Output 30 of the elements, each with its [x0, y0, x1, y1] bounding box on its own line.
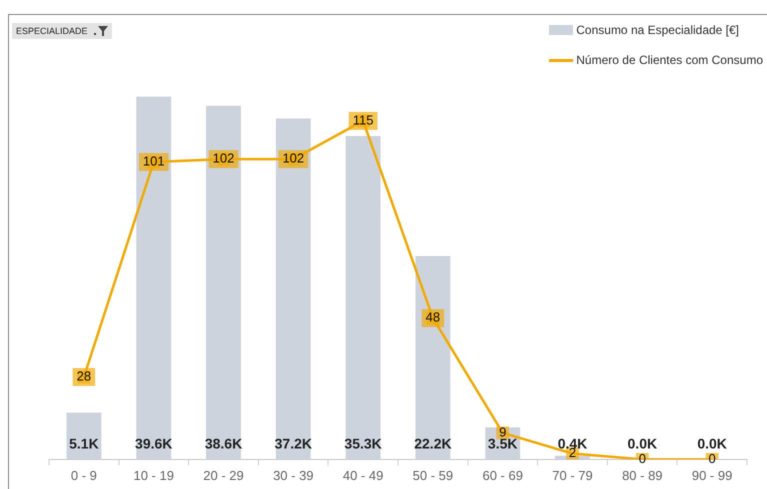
x-tick-label: 40 - 49 [342, 468, 384, 483]
data-label: 9 [499, 424, 506, 440]
bar [346, 136, 381, 460]
x-tick-label: 50 - 59 [412, 468, 454, 483]
data-label: 5.1K [69, 435, 99, 452]
data-label: 35.3K [344, 435, 382, 452]
x-tick-label: 30 - 39 [273, 468, 314, 483]
x-tick-label: 80 - 89 [622, 468, 663, 483]
x-tick-label: 90 - 99 [692, 468, 732, 483]
data-label: 38.6K [204, 435, 242, 452]
data-label: 39.6K [135, 435, 172, 452]
legend-label: Número de Clientes com Consumo [576, 53, 763, 67]
bar [66, 412, 102, 460]
data-label: 48 [426, 310, 440, 325]
bar [136, 96, 172, 460]
bar [206, 106, 241, 460]
data-label: 0.0K [697, 435, 727, 452]
x-tick-label: 60 - 69 [482, 468, 523, 483]
bar [276, 118, 311, 460]
x-tick-label: 0 - 9 [70, 468, 97, 483]
x-tick-label: 10 - 19 [133, 468, 174, 483]
x-tick-label: 70 - 79 [552, 468, 593, 483]
legend-label: Consumo na Especialidade [€] [576, 23, 740, 37]
x-tick-label: 20 - 29 [203, 468, 244, 483]
data-label: 28 [76, 368, 92, 384]
data-label: 37.2K [274, 435, 312, 452]
bar [415, 256, 450, 460]
data-label: 22.2K [414, 435, 452, 452]
data-label: 0.0K [628, 435, 658, 452]
text: ESPECIALIDADE [16, 26, 88, 36]
